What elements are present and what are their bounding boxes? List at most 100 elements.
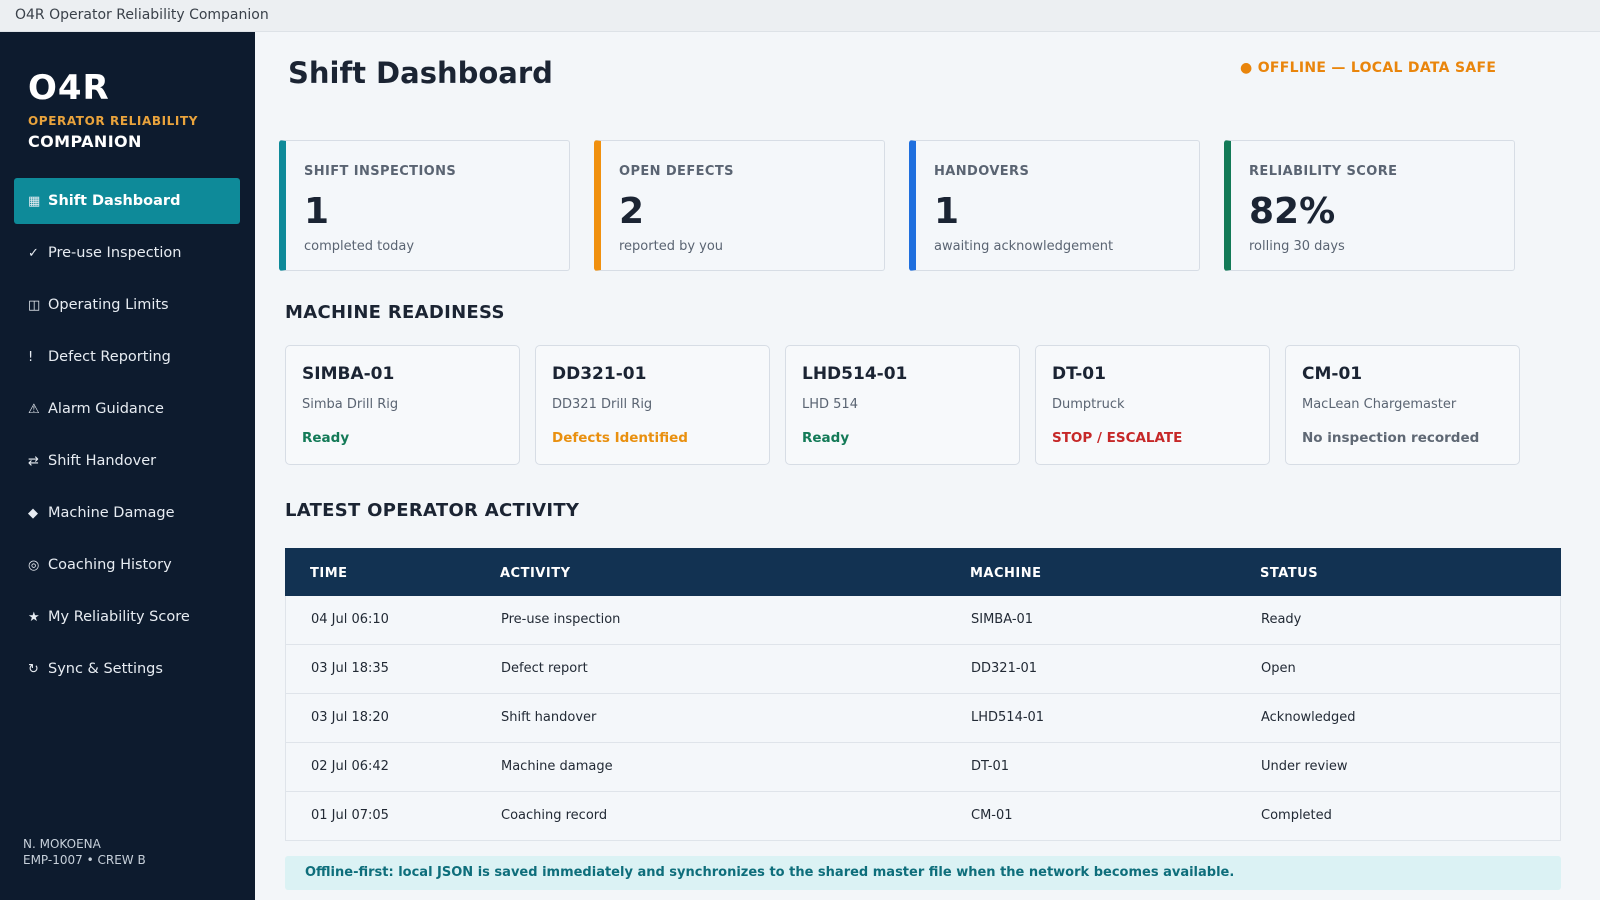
user-name: N. MOKOENA [23,837,101,851]
check-icon: ✓ [28,245,39,261]
column-header-status[interactable]: STATUS [1260,566,1319,581]
user-details: EMP-1007 • CREW B [23,853,146,867]
kpi-card-open-defects[interactable]: OPEN DEFECTS 2 reported by you [594,140,885,271]
machine-name: MacLean Chargemaster [1302,397,1457,412]
sidebar-item-label: Coaching History [48,557,172,573]
sidebar-item-label: Pre-use Inspection [48,245,182,261]
machine-id: LHD514-01 [802,364,908,384]
target-icon: ◎ [28,557,40,573]
kpi-label: OPEN DEFECTS [619,164,734,179]
user-info: N. MOKOENA EMP-1007 • CREW B [23,836,146,868]
machine-id: DT-01 [1052,364,1106,384]
sidebar-item-operating-limits[interactable]: ◫ Operating Limits [14,282,240,328]
sidebar-item-machine-damage[interactable]: ◆ Machine Damage [14,490,240,536]
kpi-label: SHIFT INSPECTIONS [304,164,457,179]
sidebar-item-sync-settings[interactable]: ↻ Sync & Settings [14,646,240,692]
sidebar-item-shift-handover[interactable]: ⇄ Shift Handover [14,438,240,484]
kpi-subtext: awaiting acknowledgement [934,239,1114,254]
sidebar-item-label: Operating Limits [48,297,169,313]
machine-status: Defects Identified [552,430,688,446]
cell-machine: SIMBA-01 [971,612,1034,627]
sidebar-item-shift-dashboard[interactable]: ▦ Shift Dashboard [14,178,240,224]
offline-status-badge: ● OFFLINE — LOCAL DATA SAFE [1240,60,1497,76]
cell-activity: Pre-use inspection [501,612,621,627]
sync-icon: ↻ [28,661,39,677]
machine-id: CM-01 [1302,364,1363,384]
column-header-machine[interactable]: MACHINE [970,566,1042,581]
sidebar-item-alarm-guidance[interactable]: ⚠ Alarm Guidance [14,386,240,432]
brand-subtitle-2: COMPANION [28,132,142,151]
machine-name: Dumptruck [1052,397,1125,412]
kpi-label: RELIABILITY SCORE [1249,164,1398,179]
diamond-icon: ◆ [28,505,38,521]
kpi-subtext: rolling 30 days [1249,239,1345,254]
sidebar-item-defect-reporting[interactable]: ! Defect Reporting [14,334,240,380]
table-body: 04 Jul 06:10 Pre-use inspection SIMBA-01 Re… [285,596,1561,841]
cell-activity: Defect report [501,661,588,676]
kpi-subtext: reported by you [619,239,724,254]
machine-id: SIMBA-01 [302,364,395,384]
machine-status: Ready [802,430,850,446]
cell-status: Ready [1261,612,1302,627]
machine-id: DD321-01 [552,364,647,384]
window-title: O4R Operator Reliability Companion [15,7,269,23]
sidebar-item-coaching-history[interactable]: ◎ Coaching History [14,542,240,588]
machine-readiness-title: MACHINE READINESS [285,302,505,323]
offline-info-text: Offline-first: local JSON is saved immed… [305,865,1235,880]
cell-status: Under review [1261,759,1348,774]
cell-status: Acknowledged [1261,710,1356,725]
table-row[interactable]: 01 Jul 07:05 Coaching record CM-01 Complete… [285,792,1561,841]
cell-activity: Coaching record [501,808,608,823]
cell-time: 03 Jul 18:20 [311,710,389,725]
cell-machine: CM-01 [971,808,1013,823]
sidebar-item-label: Machine Damage [48,505,175,521]
cell-time: 01 Jul 07:05 [311,808,389,823]
sidebar-item-label: Defect Reporting [48,349,171,365]
warning-icon: ⚠ [28,401,40,417]
limits-icon: ◫ [28,297,41,313]
kpi-subtext: completed today [304,239,415,254]
machine-status: STOP / ESCALATE [1052,430,1183,446]
column-header-time[interactable]: TIME [310,566,348,581]
cell-status: Open [1261,661,1296,676]
table-row[interactable]: 02 Jul 06:42 Machine damage DT-01 Under rev… [285,743,1561,792]
machine-card-cm-01[interactable]: CM-01 MacLean Chargemaster No inspection r… [1285,345,1520,465]
cell-machine: LHD514-01 [971,710,1045,725]
cell-time: 02 Jul 06:42 [311,759,389,774]
column-header-activity[interactable]: ACTIVITY [500,566,571,581]
machine-status: No inspection recorded [1302,430,1480,446]
machine-card-dd321-01[interactable]: DD321-01 DD321 Drill Rig Defects Identifie… [535,345,770,465]
kpi-card-shift-inspections[interactable]: SHIFT INSPECTIONS 1 completed today [279,140,570,271]
brand-logo: O4R [28,68,110,108]
sidebar-item-label: Shift Dashboard [48,193,181,209]
kpi-value: 1 [934,191,960,232]
sidebar-item-pre-use-inspection[interactable]: ✓ Pre-use Inspection [14,230,240,276]
kpi-value: 82% [1249,191,1336,232]
kpi-card-handovers[interactable]: HANDOVERS 1 awaiting acknowledgement [909,140,1200,271]
machine-card-simba-01[interactable]: SIMBA-01 Simba Drill Rig Ready [285,345,520,465]
cell-activity: Shift handover [501,710,597,725]
dashboard-icon: ▦ [28,193,41,209]
star-icon: ★ [28,609,40,625]
table-row[interactable]: 04 Jul 06:10 Pre-use inspection SIMBA-01 Re… [285,596,1561,645]
sidebar-item-my-reliability-score[interactable]: ★ My Reliability Score [14,594,240,640]
sidebar-item-label: My Reliability Score [48,609,190,625]
brand-subtitle: OPERATOR RELIABILITY [28,114,199,128]
window-titlebar: O4R Operator Reliability Companion [0,0,1600,32]
sidebar-item-label: Sync & Settings [48,661,163,677]
cell-machine: DT-01 [971,759,1009,774]
exclamation-icon: ! [28,349,34,365]
machine-card-lhd514-01[interactable]: LHD514-01 LHD 514 Ready [785,345,1020,465]
table-row[interactable]: 03 Jul 18:20 Shift handover LHD514-01 Ackno… [285,694,1561,743]
offline-info-banner: Offline-first: local JSON is saved immed… [285,856,1561,890]
table-row[interactable]: 03 Jul 18:35 Defect report DD321-01 Open [285,645,1561,694]
cell-machine: DD321-01 [971,661,1038,676]
machine-name: Simba Drill Rig [302,397,399,412]
table-header: TIME ACTIVITY MACHINE STATUS [285,548,1561,596]
activity-table: TIME ACTIVITY MACHINE STATUS 04 Jul 06:1… [285,548,1561,841]
machine-status: Ready [302,430,350,446]
kpi-value: 2 [619,191,645,232]
sidebar-item-label: Alarm Guidance [48,401,164,417]
kpi-card-reliability-score[interactable]: RELIABILITY SCORE 82% rolling 30 days [1224,140,1515,271]
machine-card-dt-01[interactable]: DT-01 Dumptruck STOP / ESCALATE [1035,345,1270,465]
